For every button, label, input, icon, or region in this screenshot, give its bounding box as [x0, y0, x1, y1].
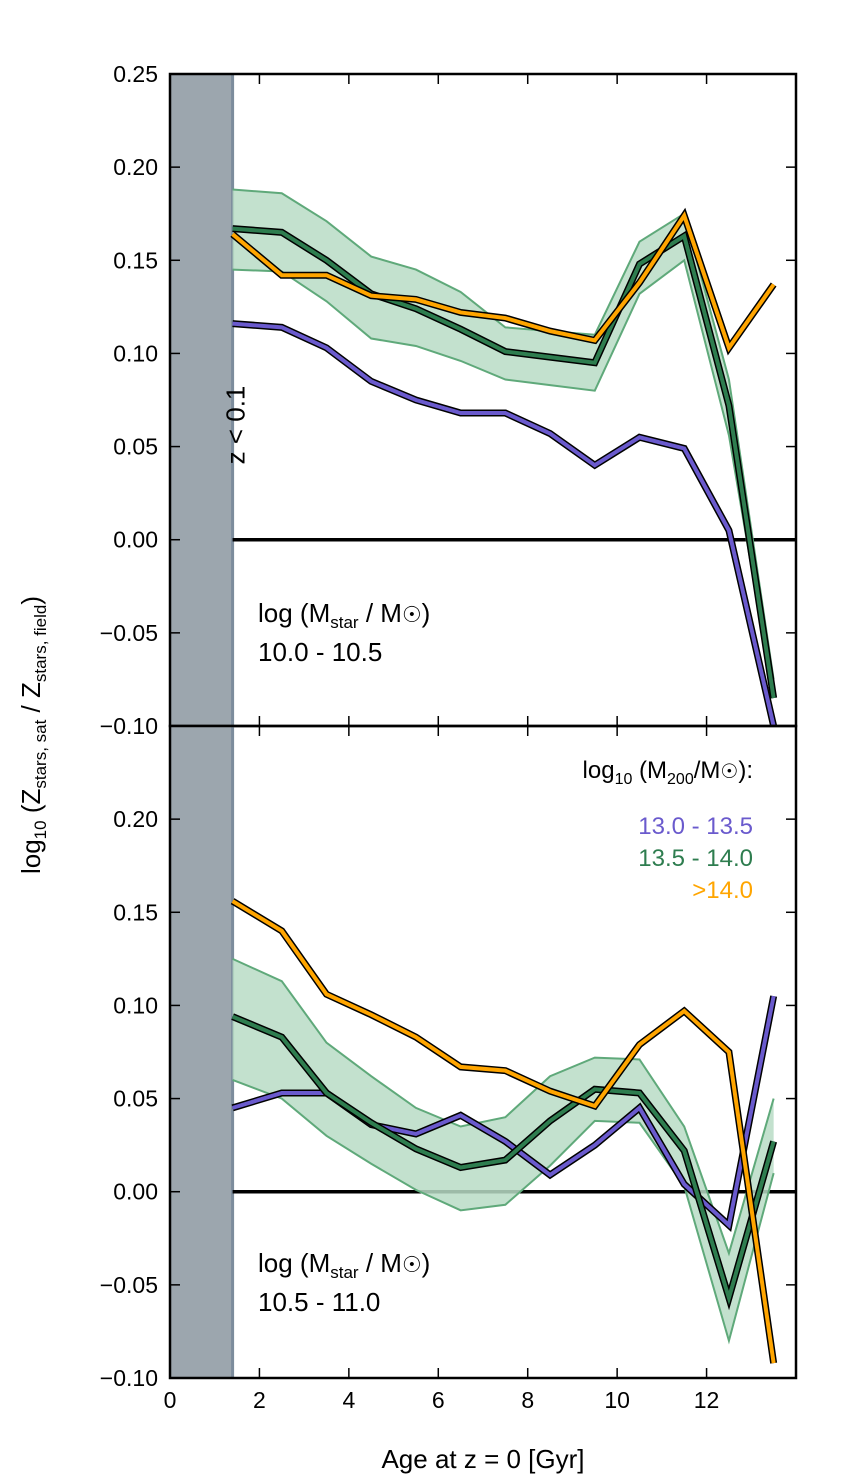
bottom-ytick-label: 0.05 [113, 1086, 158, 1112]
top-mstar-range: 10.0 - 10.5 [258, 637, 382, 667]
bottom-frame [168, 724, 798, 1380]
y-axis-title: log10 (Zstars, sat / Zstars, field) [16, 596, 50, 874]
bottom-band-upper-edge [232, 957, 775, 1257]
legend-entry-gt14.0: >14.0 [692, 877, 753, 904]
bottom-ytick-label: −0.05 [100, 1272, 158, 1298]
bottom-plot-area [170, 726, 796, 1378]
legend-title: log10 (M200/M☉): [583, 757, 753, 788]
top-frame [168, 72, 798, 728]
panel-bottom: 0.20 0.15 0.10 0.05 0.00 −0.05 −0.100 2 4 6 8 10 12 [100, 724, 798, 1413]
top-ytick-label: 0.20 [113, 154, 158, 180]
xtick-label: 10 [604, 1387, 630, 1413]
bottom-shaded-region [170, 726, 233, 1378]
bottom-ytick-label: 0.20 [113, 806, 158, 832]
xtick-label: 12 [694, 1387, 720, 1413]
bottom-ytick-label: 0.15 [113, 899, 158, 925]
xtick-label: 4 [342, 1387, 355, 1413]
top-plot-area [170, 74, 796, 726]
top-shaded-region [170, 74, 233, 726]
shaded-region-label: z < 0.1 [220, 386, 250, 465]
bottom-mstar-label: log (Mstar / M☉) [258, 1248, 430, 1282]
x-axis-title: Age at z = 0 [Gyr] [381, 1444, 584, 1474]
top-ytick-label: 0.25 [113, 61, 158, 87]
top-series-13.0-13.5 [232, 321, 776, 726]
xtick-label: 6 [432, 1387, 445, 1413]
bottom-band-13.5-14.0 [232, 958, 774, 1341]
xtick-label: 2 [253, 1387, 266, 1413]
top-band-13.5-14.0 [232, 189, 774, 699]
xtick-label: 0 [164, 1387, 177, 1413]
bottom-series-gt14.0 [231, 899, 776, 1364]
legend-entry-13.5-14.0: 13.5 - 14.0 [638, 845, 753, 872]
top-ytick-label: 0.15 [113, 247, 158, 273]
top-series-gt14.0 [231, 211, 776, 353]
legend: log10 (M200/M☉): 13.0 - 13.5 13.5 - 14.0… [583, 757, 753, 904]
top-mstar-label: log (Mstar / M☉) [258, 598, 430, 632]
top-series-13.5-14.0 [232, 226, 776, 699]
bottom-ytick-label: −0.10 [100, 1365, 158, 1391]
top-ytick-label: −0.10 [100, 713, 158, 739]
bottom-ytick-label: 0.00 [113, 1179, 158, 1205]
bottom-ytick-label: 0.10 [113, 992, 158, 1018]
top-ytick-label: 0.10 [113, 340, 158, 366]
top-ytick-label: −0.05 [100, 620, 158, 646]
panel-top: 0.25 0.20 0.15 0.10 0.05 0.00 −0.05 −0.10 z < 0.… [100, 61, 798, 739]
legend-entry-13.0-13.5: 13.0 - 13.5 [638, 813, 753, 840]
bottom-mstar-range: 10.5 - 11.0 [258, 1287, 380, 1317]
top-ytick-label: 0.05 [113, 434, 158, 460]
top-ytick-label: 0.00 [113, 527, 158, 553]
top-band-lower-edge [232, 258, 775, 699]
bottom-series-13.5-14.0 [231, 1014, 776, 1305]
xtick-label: 8 [521, 1387, 534, 1413]
